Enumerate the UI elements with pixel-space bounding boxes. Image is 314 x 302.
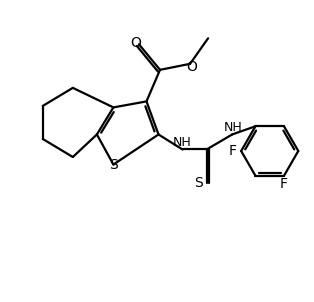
Text: O: O [186, 60, 197, 74]
Text: S: S [194, 175, 203, 190]
Text: F: F [228, 144, 236, 158]
Text: S: S [109, 158, 118, 172]
Text: NH: NH [223, 121, 242, 134]
Text: F: F [280, 177, 288, 191]
Text: O: O [130, 36, 141, 50]
Text: NH: NH [173, 137, 191, 149]
